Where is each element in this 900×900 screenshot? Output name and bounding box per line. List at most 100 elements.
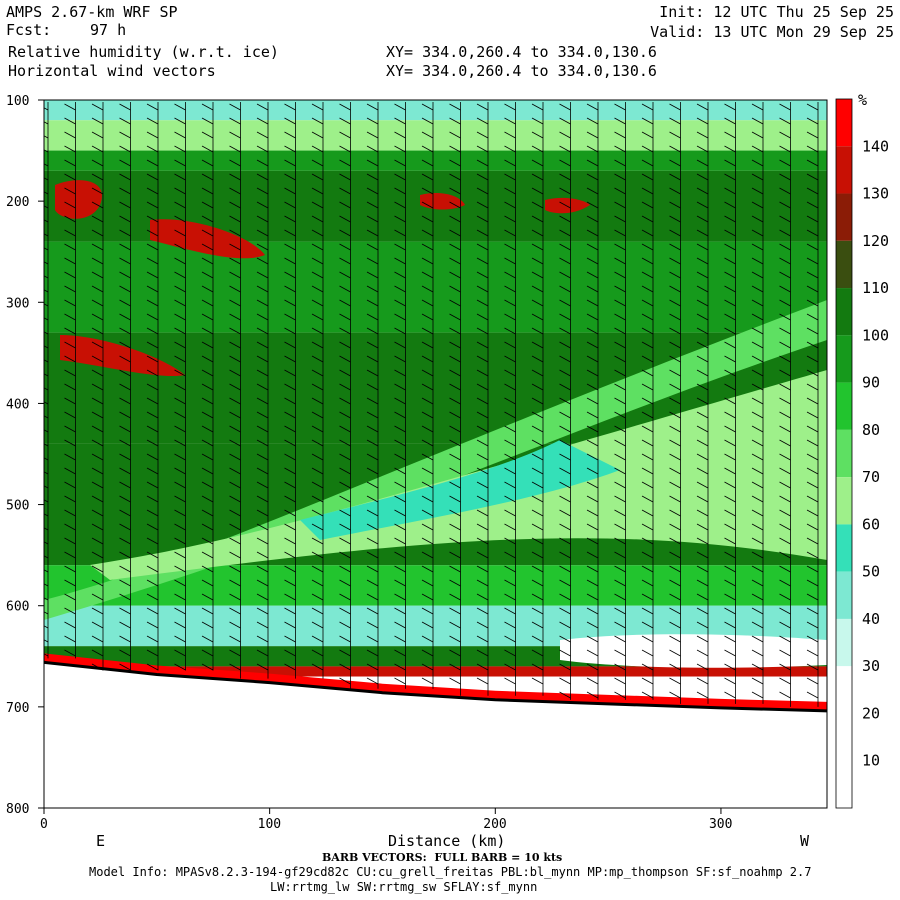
barb-flag: [339, 243, 351, 251]
wind-barb-column: [724, 102, 736, 704]
barb-flag: [531, 215, 544, 223]
barb-flag: [284, 467, 296, 475]
barb-flag: [724, 649, 736, 657]
barb-flag: [806, 495, 819, 503]
barb-flag: [696, 285, 709, 293]
barb-flag: [311, 285, 324, 293]
barb-flag: [586, 439, 599, 447]
barb-flag: [669, 425, 681, 433]
barb-flag: [504, 467, 516, 475]
barb-flag: [119, 509, 131, 517]
barb-flag: [696, 299, 709, 307]
barb-flag: [586, 495, 599, 503]
barb-flag: [641, 691, 654, 699]
barb-flag: [44, 499, 49, 503]
barb-flag: [806, 565, 819, 573]
barb-flag: [669, 243, 681, 251]
barb-flag: [229, 607, 241, 615]
barb-flag: [586, 383, 599, 391]
barb-flag: [586, 131, 599, 139]
barb-flag: [504, 523, 516, 531]
barb-flag: [531, 187, 544, 195]
barb-flag: [44, 429, 49, 433]
barb-flag: [476, 187, 489, 195]
barb-flag: [779, 481, 791, 489]
barb-flag: [751, 285, 764, 293]
barb-flag: [779, 565, 791, 573]
barb-flag: [44, 583, 49, 587]
barb-flag: [779, 313, 791, 321]
barb-flag: [751, 509, 764, 517]
barb-flag: [229, 327, 241, 335]
barb-flag: [559, 411, 571, 419]
wind-barb-column: [366, 102, 379, 689]
barb-flag: [146, 159, 159, 167]
barb-flag: [256, 397, 269, 405]
barb-flag: [339, 593, 351, 601]
barb-flag: [174, 271, 186, 279]
barb-flag: [476, 397, 489, 405]
barb-flag: [724, 341, 736, 349]
barb-flag: [504, 593, 516, 601]
barb-flag: [44, 289, 49, 293]
barb-flag: [614, 257, 626, 265]
barb-flag: [559, 327, 571, 335]
barb-flag: [421, 649, 434, 657]
barb-flag: [751, 341, 764, 349]
barb-flag: [44, 163, 49, 167]
barb-flag: [64, 523, 76, 531]
barb-flag: [174, 285, 186, 293]
barb-flag: [531, 173, 544, 181]
barb-flag: [586, 509, 599, 517]
barb-flag: [284, 383, 296, 391]
barb-flag: [641, 537, 654, 545]
barb-flag: [669, 201, 681, 209]
barb-flag: [229, 145, 241, 153]
barb-flag: [724, 495, 736, 503]
barb-flag: [339, 355, 351, 363]
barb-flag: [339, 341, 351, 349]
barb-flag: [91, 453, 104, 461]
barb-flag: [256, 649, 269, 657]
barb-flag: [531, 285, 544, 293]
barb-flag: [614, 369, 626, 377]
barb-flag: [559, 677, 571, 685]
barb-flag: [311, 313, 324, 321]
barb-flag: [504, 103, 516, 111]
barb-flag: [696, 467, 709, 475]
barb-flag: [421, 103, 434, 111]
barb-flag: [449, 579, 461, 587]
barb-flag: [806, 173, 819, 181]
barb-flag: [586, 481, 599, 489]
barb-flag: [696, 215, 709, 223]
barb-flag: [339, 131, 351, 139]
barb-flag: [724, 257, 736, 265]
barb-flag: [311, 131, 324, 139]
barb-flag: [421, 481, 434, 489]
barb-flag: [504, 551, 516, 559]
barb-flag: [91, 495, 104, 503]
barb-flag: [531, 467, 544, 475]
barb-flag: [44, 527, 49, 531]
barb-flag: [504, 117, 516, 125]
barb-flag: [201, 481, 214, 489]
barb-flag: [586, 369, 599, 377]
barb-flag: [476, 285, 489, 293]
barb-flag: [91, 467, 104, 475]
barb-flag: [696, 145, 709, 153]
barb-flag: [256, 229, 269, 237]
barb-flag: [504, 635, 516, 643]
barb-flag: [366, 117, 379, 125]
barb-flag: [256, 369, 269, 377]
barb-flag: [806, 691, 819, 699]
barb-flag: [779, 453, 791, 461]
barb-flag: [284, 593, 296, 601]
barb-flag: [449, 481, 461, 489]
barb-flag: [476, 509, 489, 517]
barb-flag: [91, 257, 104, 265]
barb-flag: [146, 635, 159, 643]
wind-barb-column: [779, 102, 791, 707]
barb-flag: [174, 103, 186, 111]
barb-flag: [779, 103, 791, 111]
